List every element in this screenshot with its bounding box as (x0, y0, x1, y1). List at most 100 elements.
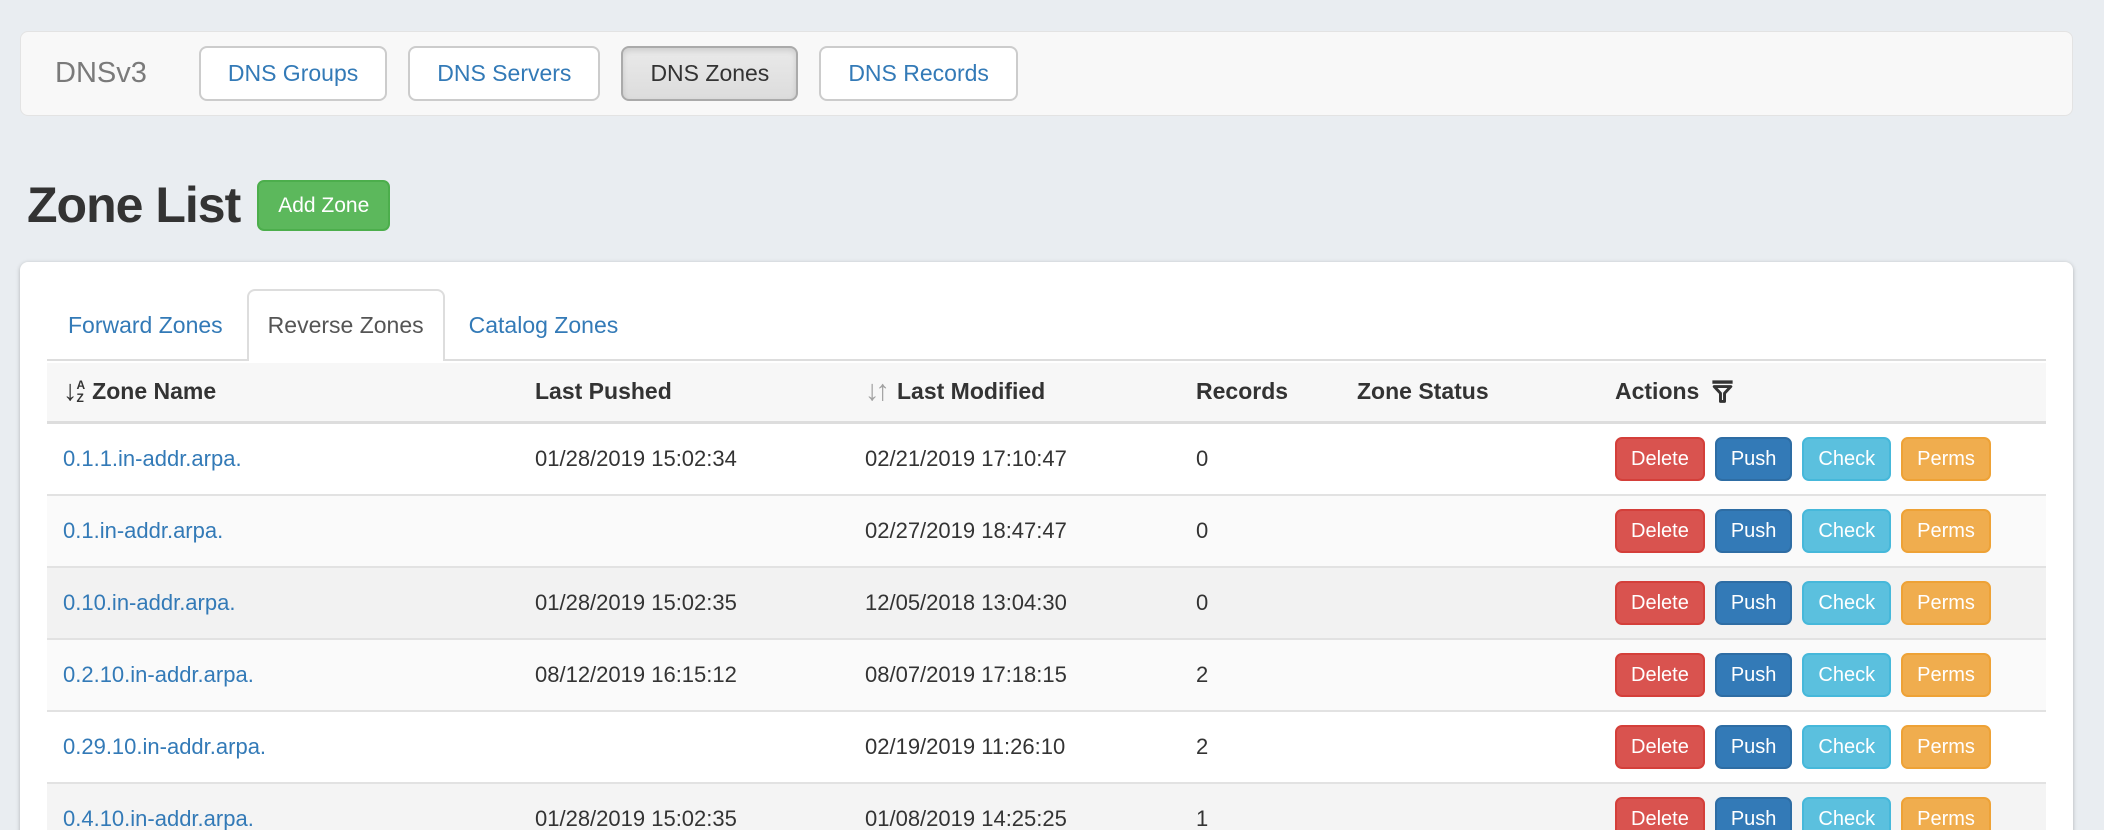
add-zone-button[interactable]: Add Zone (257, 179, 391, 231)
zone-row-0-10-in-addr-arpa: 0.10.in-addr.arpa. 01/28/2019 15:02:35 12/… (47, 565, 2046, 639)
column-label: Last Modified (897, 378, 1046, 405)
nav-button-dns-records[interactable]: DNS Records (819, 45, 1018, 102)
page-heading-row: Zone List Add Zone (27, 174, 2104, 236)
delete-button[interactable]: Delete (1615, 580, 1705, 625)
perms-button[interactable]: Perms (1901, 724, 1991, 769)
check-button[interactable]: Check (1802, 508, 1892, 553)
tab-forward-zones[interactable]: Forward Zones (68, 312, 223, 338)
push-button[interactable]: Push (1714, 508, 1793, 553)
zone-status-cell (1341, 493, 1599, 567)
column-header-actions: Actions (1599, 362, 2046, 425)
column-header-records: Records (1180, 362, 1341, 425)
zone-link[interactable]: 0.1.1.in-addr.arpa. (63, 445, 242, 471)
nav-button-dns-servers[interactable]: DNS Servers (408, 45, 601, 102)
records-cell: 2 (1180, 637, 1341, 711)
zone-status-cell (1341, 637, 1599, 711)
zone-link[interactable]: 0.2.10.in-addr.arpa. (63, 661, 254, 687)
zone-status-cell (1341, 423, 1599, 495)
push-button[interactable]: Push (1714, 797, 1793, 830)
zone-name-cell: 0.1.1.in-addr.arpa. (47, 423, 519, 495)
last-modified-cell: 02/19/2019 11:26:10 (849, 709, 1180, 783)
zone-name-cell: 0.29.10.in-addr.arpa. (47, 709, 519, 783)
actions-cell: Delete Push Check Perms (1599, 637, 2046, 711)
last-modified-cell: 12/05/2018 13:04:30 (849, 565, 1180, 639)
zone-link[interactable]: 0.29.10.in-addr.arpa. (63, 733, 267, 759)
push-button[interactable]: Push (1714, 652, 1793, 697)
actions-cell: Delete Push Check Perms (1599, 493, 2046, 567)
last-pushed-cell: 01/28/2019 15:02:35 (519, 565, 849, 639)
zone-status-cell (1341, 565, 1599, 639)
zone-row-0-29-10-in-addr-arpa: 0.29.10.in-addr.arpa. 02/19/2019 11:26:10… (47, 709, 2046, 783)
zone-status-cell (1341, 709, 1599, 783)
actions-cell: Delete Push Check Perms (1599, 781, 2046, 830)
column-header-zone-status: Zone Status (1341, 362, 1599, 425)
column-label: Zone Status (1357, 378, 1489, 405)
sort-alpha-asc-icon: ↓ A Z (63, 375, 86, 408)
records-cell: 2 (1180, 709, 1341, 783)
zone-name-cell: 0.1.in-addr.arpa. (47, 493, 519, 567)
last-modified-cell: 08/07/2019 17:18:15 (849, 637, 1180, 711)
zone-table-header: ↓ A Z Zone Name Last Pushed ↓↑ Last Modifi… (47, 362, 2046, 425)
check-button[interactable]: Check (1802, 797, 1892, 830)
actions-cell: Delete Push Check Perms (1599, 423, 2046, 495)
nav-button-dns-zones[interactable]: DNS Zones (621, 45, 799, 102)
column-header-zone-name[interactable]: ↓ A Z Zone Name (47, 362, 519, 425)
check-button[interactable]: Check (1802, 436, 1892, 481)
zone-row-0-1-1-in-addr-arpa: 0.1.1.in-addr.arpa. 01/28/2019 15:02:34 02… (47, 423, 2046, 495)
records-cell: 0 (1180, 565, 1341, 639)
filter-icon[interactable] (1709, 378, 1736, 405)
zone-name-cell: 0.10.in-addr.arpa. (47, 565, 519, 639)
delete-button[interactable]: Delete (1615, 652, 1705, 697)
actions-cell: Delete Push Check Perms (1599, 565, 2046, 639)
top-navbar: DNSv3 DNS Groups DNS Servers DNS Zones DNS … (20, 31, 2073, 116)
perms-button[interactable]: Perms (1901, 797, 1991, 830)
last-pushed-cell (519, 709, 849, 783)
sort-icon: ↓↑ (865, 375, 890, 408)
app-brand: DNSv3 (55, 57, 147, 89)
check-button[interactable]: Check (1802, 724, 1892, 769)
nav-button-dns-groups[interactable]: DNS Groups (198, 45, 388, 102)
delete-button[interactable]: Delete (1615, 797, 1705, 830)
zone-link[interactable]: 0.4.10.in-addr.arpa. (63, 806, 254, 830)
header-row: ↓ A Z Zone Name Last Pushed ↓↑ Last Modifi… (47, 362, 2046, 425)
page-title: Zone List (27, 177, 241, 233)
last-pushed-cell: 01/28/2019 15:02:34 (535, 445, 737, 471)
last-pushed-cell: 01/28/2019 15:02:35 (519, 781, 849, 830)
zone-table-body: 0.1.1.in-addr.arpa. 01/28/2019 15:02:34 02… (47, 423, 2046, 830)
column-header-last-modified[interactable]: ↓↑ Last Modified (849, 362, 1180, 425)
perms-button[interactable]: Perms (1901, 436, 1991, 481)
delete-button[interactable]: Delete (1615, 724, 1705, 769)
column-header-last-pushed: Last Pushed (519, 362, 849, 425)
check-button[interactable]: Check (1802, 652, 1892, 697)
column-label: Records (1196, 378, 1289, 405)
zone-row-0-4-10-in-addr-arpa: 0.4.10.in-addr.arpa. 01/28/2019 15:02:35 0… (47, 781, 2046, 830)
zone-link[interactable]: 0.1.in-addr.arpa. (63, 517, 224, 543)
last-modified-cell: 01/08/2019 14:25:25 (849, 781, 1180, 830)
zone-name-cell: 0.2.10.in-addr.arpa. (47, 637, 519, 711)
zone-row-0-2-10-in-addr-arpa: 0.2.10.in-addr.arpa. 08/12/2019 16:15:12 0… (47, 637, 2046, 711)
actions-cell: Delete Push Check Perms (1599, 709, 2046, 783)
perms-button[interactable]: Perms (1901, 580, 1991, 625)
push-button[interactable]: Push (1714, 580, 1793, 625)
tab-catalog-zones[interactable]: Catalog Zones (468, 312, 619, 338)
column-label: Zone Name (92, 378, 217, 405)
last-pushed-cell: 08/12/2019 16:15:12 (519, 637, 849, 711)
perms-button[interactable]: Perms (1901, 508, 1991, 553)
zone-table: ↓ A Z Zone Name Last Pushed ↓↑ Last Modifi… (47, 362, 2046, 830)
last-modified-cell: 02/27/2019 18:47:47 (849, 493, 1180, 567)
push-button[interactable]: Push (1714, 724, 1793, 769)
last-pushed-cell (519, 493, 849, 567)
last-modified-cell: 02/21/2019 17:10:47 (865, 445, 1067, 471)
zone-status-cell (1341, 781, 1599, 830)
records-cell: 0 (1196, 445, 1209, 471)
dns-nav-buttons: DNS Groups DNS Servers DNS Zones DNS Record… (198, 45, 1018, 102)
column-label: Actions (1615, 378, 1700, 405)
tab-reverse-zones[interactable]: Reverse Zones (246, 289, 445, 361)
perms-button[interactable]: Perms (1901, 652, 1991, 697)
zone-tabs: Forward Zones Reverse Zones Catalog Zones (47, 289, 2046, 361)
delete-button[interactable]: Delete (1615, 508, 1705, 553)
zone-link[interactable]: 0.10.in-addr.arpa. (63, 589, 236, 615)
check-button[interactable]: Check (1802, 580, 1892, 625)
delete-button[interactable]: Delete (1615, 436, 1705, 481)
push-button[interactable]: Push (1714, 436, 1793, 481)
